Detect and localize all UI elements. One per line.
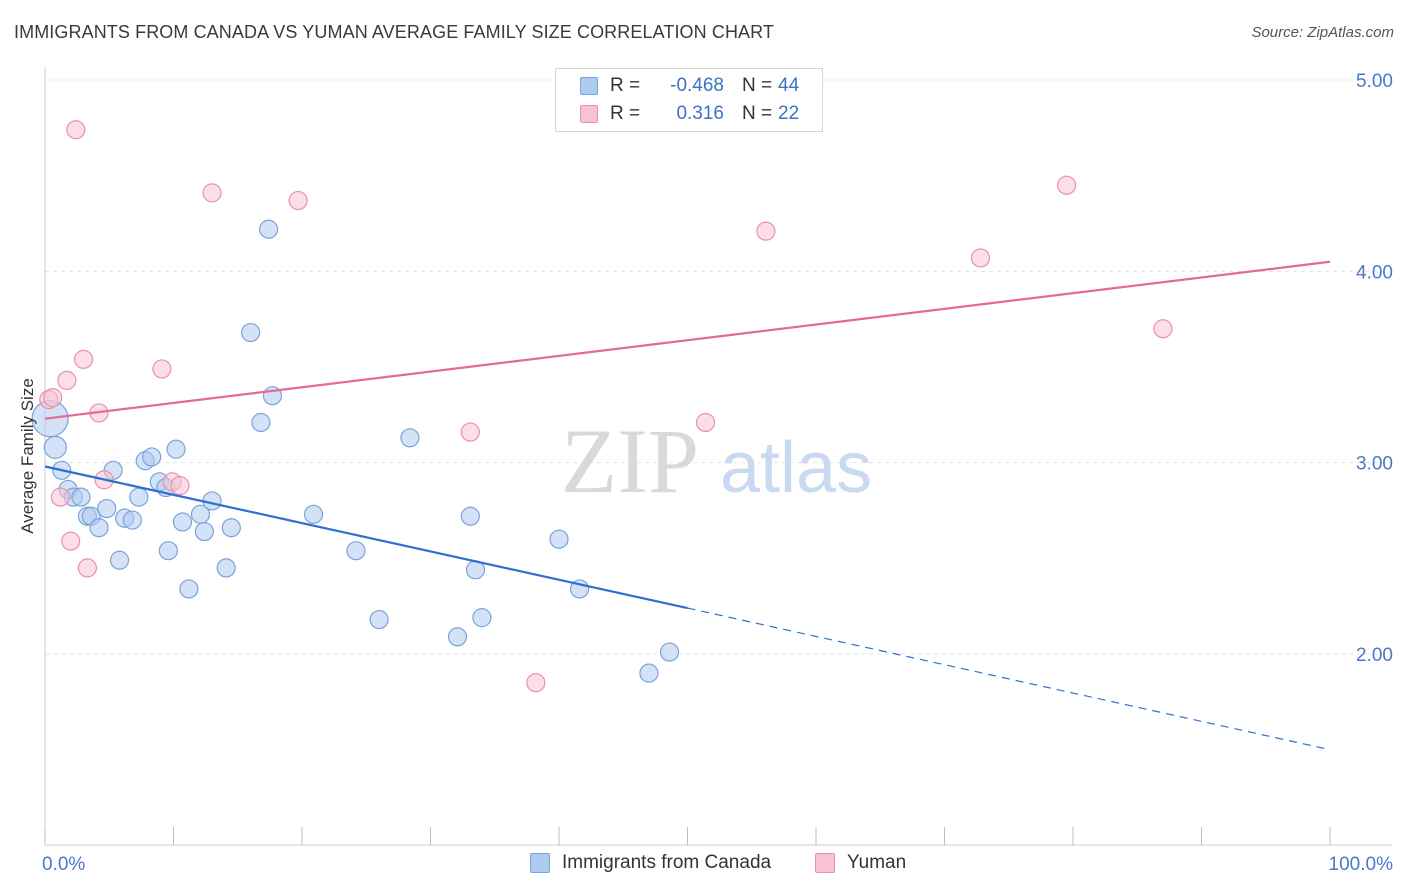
tick-labels: 2.00 3.00 4.00 5.00 0.0% 100.0% [42, 71, 1393, 875]
canada-trend-extension [687, 607, 1331, 751]
legend-swatch-canada [580, 77, 598, 95]
series-name-canada: Immigrants from Canada [562, 852, 772, 873]
canada-point [258, 219, 279, 239]
canada-point [179, 579, 199, 599]
y-tick-label: 3.00 [1356, 454, 1393, 475]
yuman-point [695, 412, 716, 433]
canada-point [639, 663, 659, 683]
watermark-atlas: atlas [720, 428, 872, 508]
canada-point [447, 627, 468, 647]
canada-point [43, 435, 67, 459]
chart-title: IMMIGRANTS FROM CANADA VS YUMAN AVERAGE … [14, 22, 775, 42]
canada-point [460, 506, 480, 526]
yuman-point [756, 221, 776, 241]
canada-point [659, 642, 680, 662]
legend-row-yuman: R = 0.316 N = 22 [580, 102, 799, 126]
yuman-point [1153, 319, 1173, 339]
canada-point [251, 412, 271, 433]
yuman-point [202, 183, 222, 203]
yuman-point [1056, 175, 1077, 195]
canada-point [129, 487, 149, 507]
canada-point [97, 498, 117, 519]
source-label: Source: ZipAtlas.com [1251, 24, 1394, 41]
series-swatch-canada [530, 853, 550, 873]
y-tick-label: 5.00 [1356, 71, 1393, 92]
yuman-point [288, 190, 308, 211]
legend-row-canada: R = -0.468 N = 44 [580, 74, 799, 98]
series-legend: Immigrants from Canada Yuman [0, 852, 1406, 878]
trend-lines [44, 260, 1331, 751]
canada-point [109, 550, 130, 570]
legend-n-label: N = [742, 103, 773, 124]
yuman-point [460, 422, 480, 442]
canada-point [172, 512, 193, 532]
points [31, 120, 1173, 693]
x-tick-label: 0.0% [42, 854, 85, 875]
legend-r-value: -0.468 [670, 75, 724, 96]
canada-point [346, 541, 366, 561]
legend-box: R = -0.468 N = 44 R = 0.316 N = 22 [555, 68, 823, 132]
y-tick-label: 2.00 [1356, 645, 1393, 666]
x-tick-label: 100.0% [1329, 854, 1394, 875]
yuman-point [970, 248, 991, 268]
yuman-point [66, 120, 86, 140]
legend-r-label: R = [610, 75, 641, 96]
legend-swatch-yuman [580, 105, 598, 123]
canada-point [158, 541, 178, 561]
yuman-point [73, 349, 94, 369]
legend-r-value: 0.316 [676, 103, 724, 124]
legend-n-value: 44 [778, 75, 800, 96]
watermark: ZIP atlas [561, 410, 872, 512]
canada-point [194, 521, 214, 542]
yuman-point [77, 558, 98, 578]
legend-n-label: N = [742, 75, 773, 96]
axes [44, 67, 1392, 846]
canada-point [241, 322, 261, 343]
canada-point [549, 529, 569, 549]
legend-r-label: R = [610, 103, 641, 124]
series-name-yuman: Yuman [847, 852, 907, 873]
canada-point [472, 608, 492, 628]
grid-lines [45, 79, 1390, 655]
canada-point [369, 609, 389, 630]
y-tick-label: 4.00 [1356, 262, 1393, 283]
yuman-point [152, 359, 172, 379]
yuman-point [43, 388, 63, 408]
canada-point [122, 510, 142, 530]
yuman-point [57, 370, 77, 390]
canada-point [71, 487, 91, 507]
legend-n-value: 22 [778, 103, 800, 124]
series-legend-canada: Immigrants from Canada [530, 852, 771, 874]
canada-point [221, 518, 241, 538]
yuman-point [61, 531, 81, 551]
canada-point [89, 518, 109, 538]
canada-point [303, 504, 324, 524]
canada-point [216, 558, 236, 578]
canada-point [400, 428, 420, 448]
canada-trend-line [44, 465, 688, 610]
y-axis-label: Average Family Size [18, 378, 37, 534]
yuman-point [170, 476, 190, 496]
canada-point [166, 439, 186, 459]
watermark-zip: ZIP [561, 410, 699, 512]
canada-point [142, 447, 162, 467]
yuman-point [50, 487, 71, 507]
series-swatch-yuman [815, 853, 835, 873]
yuman-point [526, 673, 546, 693]
series-legend-yuman: Yuman [815, 852, 906, 874]
yuman-trend-line [44, 260, 1331, 420]
